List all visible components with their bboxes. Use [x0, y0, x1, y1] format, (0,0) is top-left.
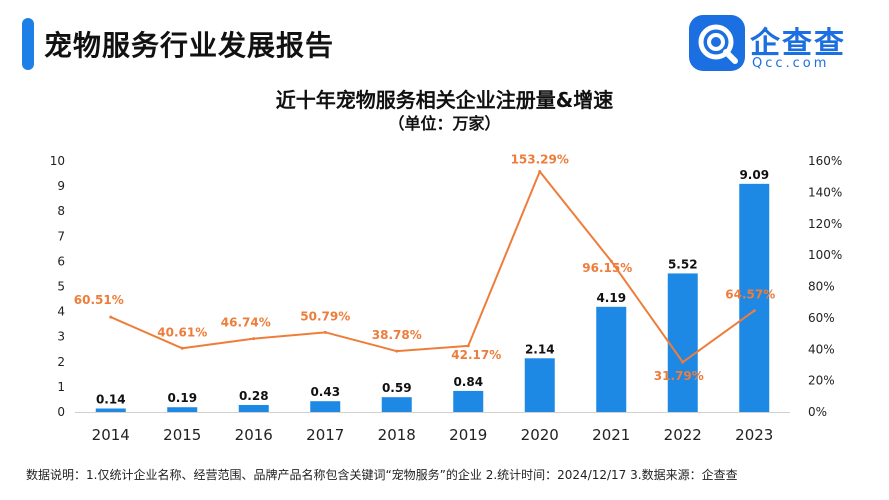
- y-left-tick-label: 1: [57, 380, 65, 394]
- bar-data-label: 5.52: [668, 257, 698, 271]
- line-data-label: 96.15%: [582, 261, 632, 275]
- y-left-tick-label: 0: [57, 405, 65, 419]
- y-left-tick-label: 8: [57, 204, 65, 218]
- x-tick-label: 2023: [735, 426, 773, 444]
- y-right-tick-label: 100%: [808, 248, 842, 262]
- x-tick-label: 2018: [378, 426, 416, 444]
- footnote: 数据说明：1.仅统计企业名称、经营范围、品牌产品名称包含关键词“宠物服务”的企业…: [26, 468, 738, 482]
- y-left-tick-label: 4: [57, 305, 65, 319]
- line-data-label: 60.51%: [74, 293, 124, 307]
- bar: [453, 390, 484, 412]
- growth-rate-line: [110, 170, 755, 364]
- line-data-label: 42.17%: [451, 348, 501, 362]
- bar: [167, 407, 198, 412]
- bar-data-label: 0.14: [96, 392, 126, 406]
- y-left-tick-label: 3: [57, 330, 65, 344]
- brand[interactable]: 企查查 Qcc.com: [688, 12, 878, 74]
- bar: [381, 397, 412, 412]
- bar: [596, 306, 627, 412]
- growth-rate-point: [323, 330, 327, 334]
- x-tick-label: 2022: [664, 426, 702, 444]
- line-data-label: 46.74%: [221, 316, 271, 330]
- y-right-tick-label: 0%: [808, 405, 827, 419]
- line-data-label: 64.57%: [725, 288, 775, 302]
- growth-rate-point: [395, 349, 399, 353]
- growth-rate-point: [538, 170, 542, 174]
- line-data-label: 50.79%: [300, 309, 350, 323]
- x-tick-label: 2015: [163, 426, 201, 444]
- bar: [310, 401, 341, 412]
- line-data-label: 38.78%: [372, 328, 422, 342]
- chart-title: 近十年宠物服务相关企业注册量&增速: [275, 88, 614, 112]
- bar: [238, 404, 269, 412]
- bar-data-label: 9.09: [739, 168, 769, 182]
- line-data-label: 40.61%: [157, 325, 207, 339]
- y-left-tick-label: 10: [50, 154, 65, 168]
- x-tick-label: 2020: [521, 426, 559, 444]
- growth-rate-point: [609, 259, 613, 263]
- x-tick-label: 2016: [235, 426, 273, 444]
- y-right-tick-label: 140%: [808, 185, 842, 199]
- y-right-tick-label: 160%: [808, 154, 842, 168]
- bar-data-label: 0.28: [239, 389, 269, 403]
- bar: [524, 358, 555, 412]
- bar: [667, 273, 698, 412]
- growth-rate-point: [109, 315, 113, 319]
- growth-rate-point: [681, 360, 685, 364]
- line-data-label: 31.79%: [654, 369, 704, 383]
- x-tick-label: 2019: [449, 426, 487, 444]
- bar-data-label: 0.43: [310, 385, 340, 399]
- y-right-tick-label: 80%: [808, 280, 835, 294]
- x-tick-label: 2017: [306, 426, 344, 444]
- qcc-magnifier-logo-icon: [689, 15, 745, 71]
- growth-rate-point: [180, 346, 184, 350]
- growth-rate-point: [752, 309, 756, 313]
- y-right-tick-label: 20%: [808, 374, 835, 388]
- bar: [95, 408, 126, 412]
- bar: [739, 183, 770, 412]
- y-left-tick-label: 6: [57, 254, 65, 268]
- bar-data-label: 0.19: [167, 391, 197, 405]
- y-left-tick-label: 9: [57, 179, 65, 193]
- line-data-label: 153.29%: [511, 153, 569, 167]
- x-tick-label: 2014: [92, 426, 130, 444]
- y-right-tick-label: 120%: [808, 217, 842, 231]
- header-accent-bar: [22, 18, 34, 70]
- chart-subtitle: （单位：万家）: [388, 114, 501, 133]
- brand-domain: Qcc.com: [752, 56, 830, 71]
- bar-data-label: 2.14: [525, 342, 555, 356]
- bar-data-label: 0.84: [453, 375, 483, 389]
- brand-name: 企查查: [750, 26, 846, 61]
- y-right-tick-label: 60%: [808, 311, 835, 325]
- growth-rate-point: [252, 337, 256, 341]
- growth-rate-point: [466, 344, 470, 348]
- y-left-tick-label: 7: [57, 229, 65, 243]
- y-left-tick-label: 2: [57, 355, 65, 369]
- report-title: 宠物服务行业发展报告: [44, 29, 335, 62]
- x-tick-label: 2021: [592, 426, 630, 444]
- y-left-tick-label: 5: [57, 280, 65, 294]
- bar-data-label: 4.19: [596, 291, 626, 305]
- bar-data-label: 0.59: [382, 381, 412, 395]
- y-right-tick-label: 40%: [808, 342, 835, 356]
